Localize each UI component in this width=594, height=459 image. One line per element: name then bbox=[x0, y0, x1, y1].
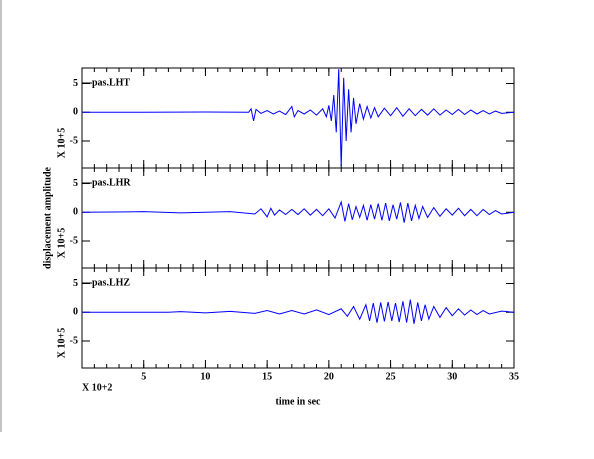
x-tick-label: 35 bbox=[509, 371, 519, 382]
y-tick-label: 5 bbox=[73, 78, 78, 89]
y-tick-label: 0 bbox=[73, 307, 78, 318]
y-multiplier: X 10+5 bbox=[56, 228, 67, 258]
y-tick-label: 0 bbox=[73, 207, 78, 218]
waveform bbox=[82, 69, 515, 167]
y-tick-label: 0 bbox=[73, 107, 78, 118]
y-axis-label: displacement amplitude bbox=[42, 166, 53, 269]
y-tick-label: 5 bbox=[73, 278, 78, 289]
y-multiplier: X 10+5 bbox=[56, 328, 67, 358]
x-multiplier: X 10+2 bbox=[82, 382, 112, 393]
x-tick-label: 25 bbox=[386, 371, 396, 382]
x-tick-label: 10 bbox=[200, 371, 210, 382]
x-tick-label: 30 bbox=[447, 371, 457, 382]
panel-title: pas.LHR bbox=[92, 177, 131, 188]
x-axis-label: time in sec bbox=[276, 396, 322, 407]
waveform bbox=[81, 200, 515, 223]
x-tick-label: 5 bbox=[141, 371, 146, 382]
panel-frame bbox=[81, 267, 515, 369]
y-tick-label: -5 bbox=[70, 135, 78, 146]
y-tick-label: -5 bbox=[70, 235, 78, 246]
y-multiplier: X 10+5 bbox=[56, 128, 67, 158]
y-tick-label: 5 bbox=[73, 178, 78, 189]
y-tick-label: -5 bbox=[70, 335, 78, 346]
waveform bbox=[82, 299, 515, 324]
x-tick-label: 20 bbox=[324, 371, 334, 382]
x-tick-label: 15 bbox=[262, 371, 272, 382]
panel-title: pas.LHZ bbox=[92, 277, 130, 288]
panel-title: pas.LHT bbox=[92, 77, 130, 88]
